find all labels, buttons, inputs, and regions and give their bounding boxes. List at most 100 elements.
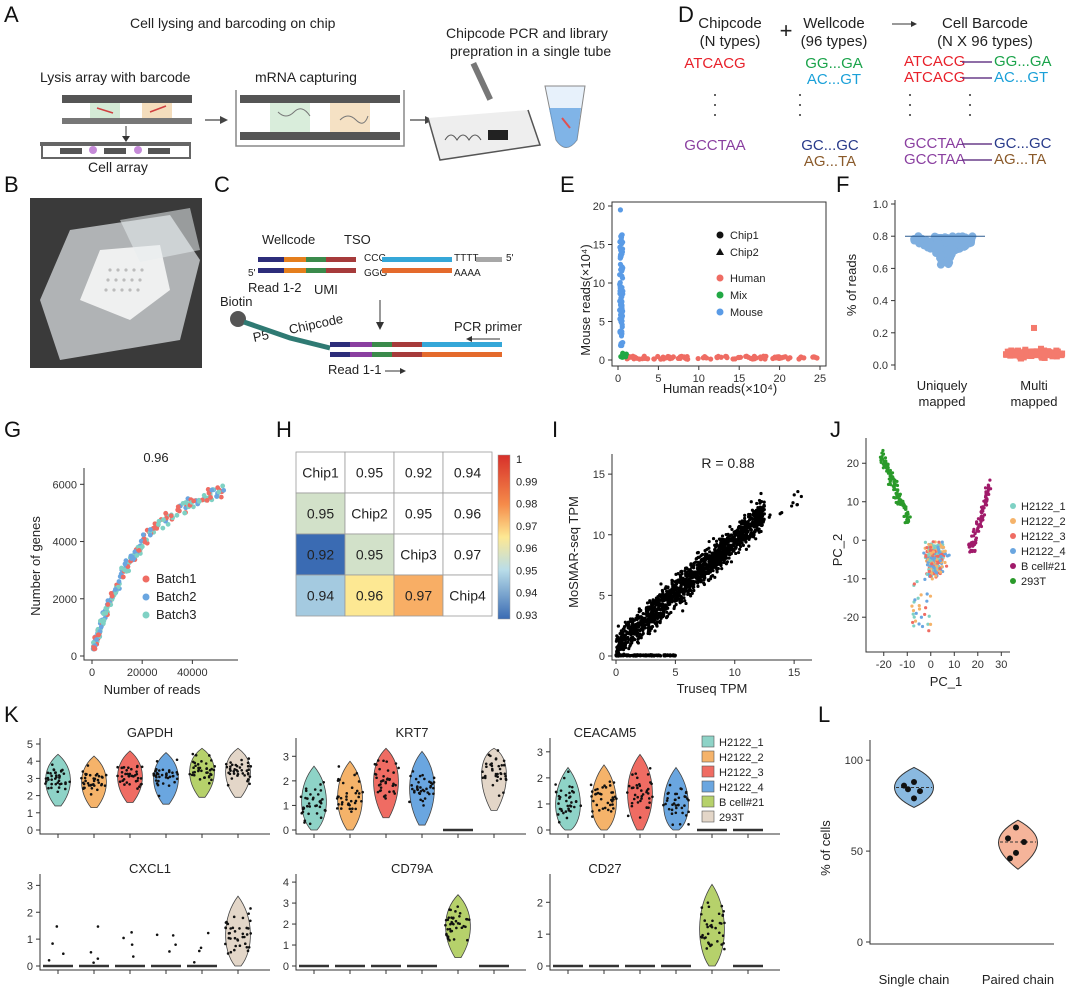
panel-i-xlabel: Truseq TPM [677, 681, 748, 696]
violin-point [81, 781, 85, 785]
violin-ytick-label: 1 [27, 934, 33, 946]
heatmap-cell [344, 574, 395, 617]
tpm-point [695, 551, 700, 555]
gene-count-point [221, 487, 227, 493]
violin-point [230, 763, 234, 767]
violin-point [120, 770, 124, 774]
violin-point [175, 771, 179, 774]
tpm-point [719, 542, 723, 546]
uniquely-mapped-point [942, 237, 951, 246]
violin-point [639, 799, 642, 803]
j-x-tick-label: 10 [948, 659, 960, 671]
violin-point [131, 955, 135, 958]
colorbar-tick-label: 0.94 [516, 588, 537, 600]
j-y-tick-label: -20 [843, 612, 859, 624]
violin-point [481, 776, 485, 780]
mix-point [620, 352, 627, 358]
violin-point [350, 786, 354, 790]
violin-point [504, 774, 507, 778]
violin-point [138, 785, 141, 788]
pc-point-293t [903, 521, 907, 525]
violin-point [718, 931, 721, 935]
violin-ytick-label: 3 [283, 751, 289, 763]
violin-point [481, 770, 484, 773]
tpm-point [661, 602, 665, 606]
mouse-point [618, 301, 624, 307]
violin-point [429, 784, 433, 788]
tpm-point [754, 537, 758, 541]
panel-k: GAPDH 0 1 2 3 4 5 KRT7 0 1 2 3 CEACAM5 0 1 2 3 CXCL1 0 1 2 3 C… [27, 725, 780, 974]
tpm-point [628, 619, 632, 624]
tpm-point [670, 600, 674, 604]
legend-label: B cell#21 [1021, 561, 1066, 573]
tpm-point [643, 623, 647, 627]
violin-point [557, 820, 561, 824]
tpm-point [736, 550, 741, 555]
violin-point [462, 924, 465, 928]
tpm-point [628, 654, 632, 658]
tpm-point [636, 621, 640, 625]
gene-count-point [112, 587, 118, 592]
violin-point [589, 783, 593, 787]
gene-count-point [216, 489, 222, 495]
violin-point [378, 767, 381, 771]
violin-point [627, 784, 631, 788]
pc-point-293t [893, 478, 897, 482]
tpm-point [729, 560, 734, 564]
violin-point [705, 947, 709, 950]
f-y-tick-label: 0.4 [873, 296, 888, 308]
violin-point [199, 946, 203, 950]
tpm-point [673, 653, 677, 658]
violin-point [96, 957, 100, 960]
violin-point [209, 772, 212, 776]
violin-point [80, 776, 83, 780]
human-point [753, 355, 759, 361]
violin-point [191, 752, 195, 756]
tpm-point [635, 640, 640, 644]
heatmap-cell-label: 0.92 [307, 547, 334, 563]
j-y-tick-label: 20 [847, 458, 859, 470]
violin-point [304, 787, 308, 790]
panel-a-title: Cell lysing and barcoding on chip [130, 15, 336, 31]
violin-point [198, 778, 202, 781]
mouse-point [617, 288, 623, 294]
tpm-point [672, 593, 676, 597]
tpm-point [743, 516, 747, 520]
e-y-tick-label: 15 [593, 240, 605, 252]
violin-point [175, 758, 179, 762]
tpm-point [675, 587, 679, 591]
violin-title: CD79A [391, 861, 433, 876]
violin-point [339, 796, 343, 800]
tpm-point [653, 599, 658, 603]
f-y-tick-label: 0.8 [873, 231, 888, 243]
tpm-point [698, 567, 703, 571]
violin-point [97, 781, 101, 784]
violin-point [228, 767, 232, 771]
tpm-point [715, 570, 719, 574]
heatmap-cell-label: 0.92 [405, 465, 432, 481]
violin-point [684, 814, 688, 817]
violin-point [494, 757, 498, 760]
tpm-point [665, 610, 669, 614]
human-point [651, 356, 657, 362]
violin-point [721, 934, 725, 938]
pc-point-h2122 [936, 561, 940, 565]
violin-point [666, 796, 669, 800]
violin-point [92, 961, 95, 964]
violin-point [246, 764, 250, 768]
tpm-point [718, 550, 722, 554]
violin-point [683, 804, 686, 807]
violin-point [230, 777, 234, 780]
pc-point-bcell [974, 520, 979, 524]
tpm-point [780, 511, 784, 515]
violin-ytick-label: 0 [283, 961, 289, 973]
violin-point [345, 798, 348, 801]
tttt-label: TTTT [454, 253, 478, 264]
plus-sign: + [780, 18, 793, 43]
panel-l-point [901, 782, 907, 789]
violin-ytick-label: 0 [27, 961, 33, 973]
violin-point [173, 780, 176, 784]
legend-swatch [701, 765, 715, 778]
violin-point [410, 784, 413, 787]
pc-point-bcell [983, 495, 988, 499]
